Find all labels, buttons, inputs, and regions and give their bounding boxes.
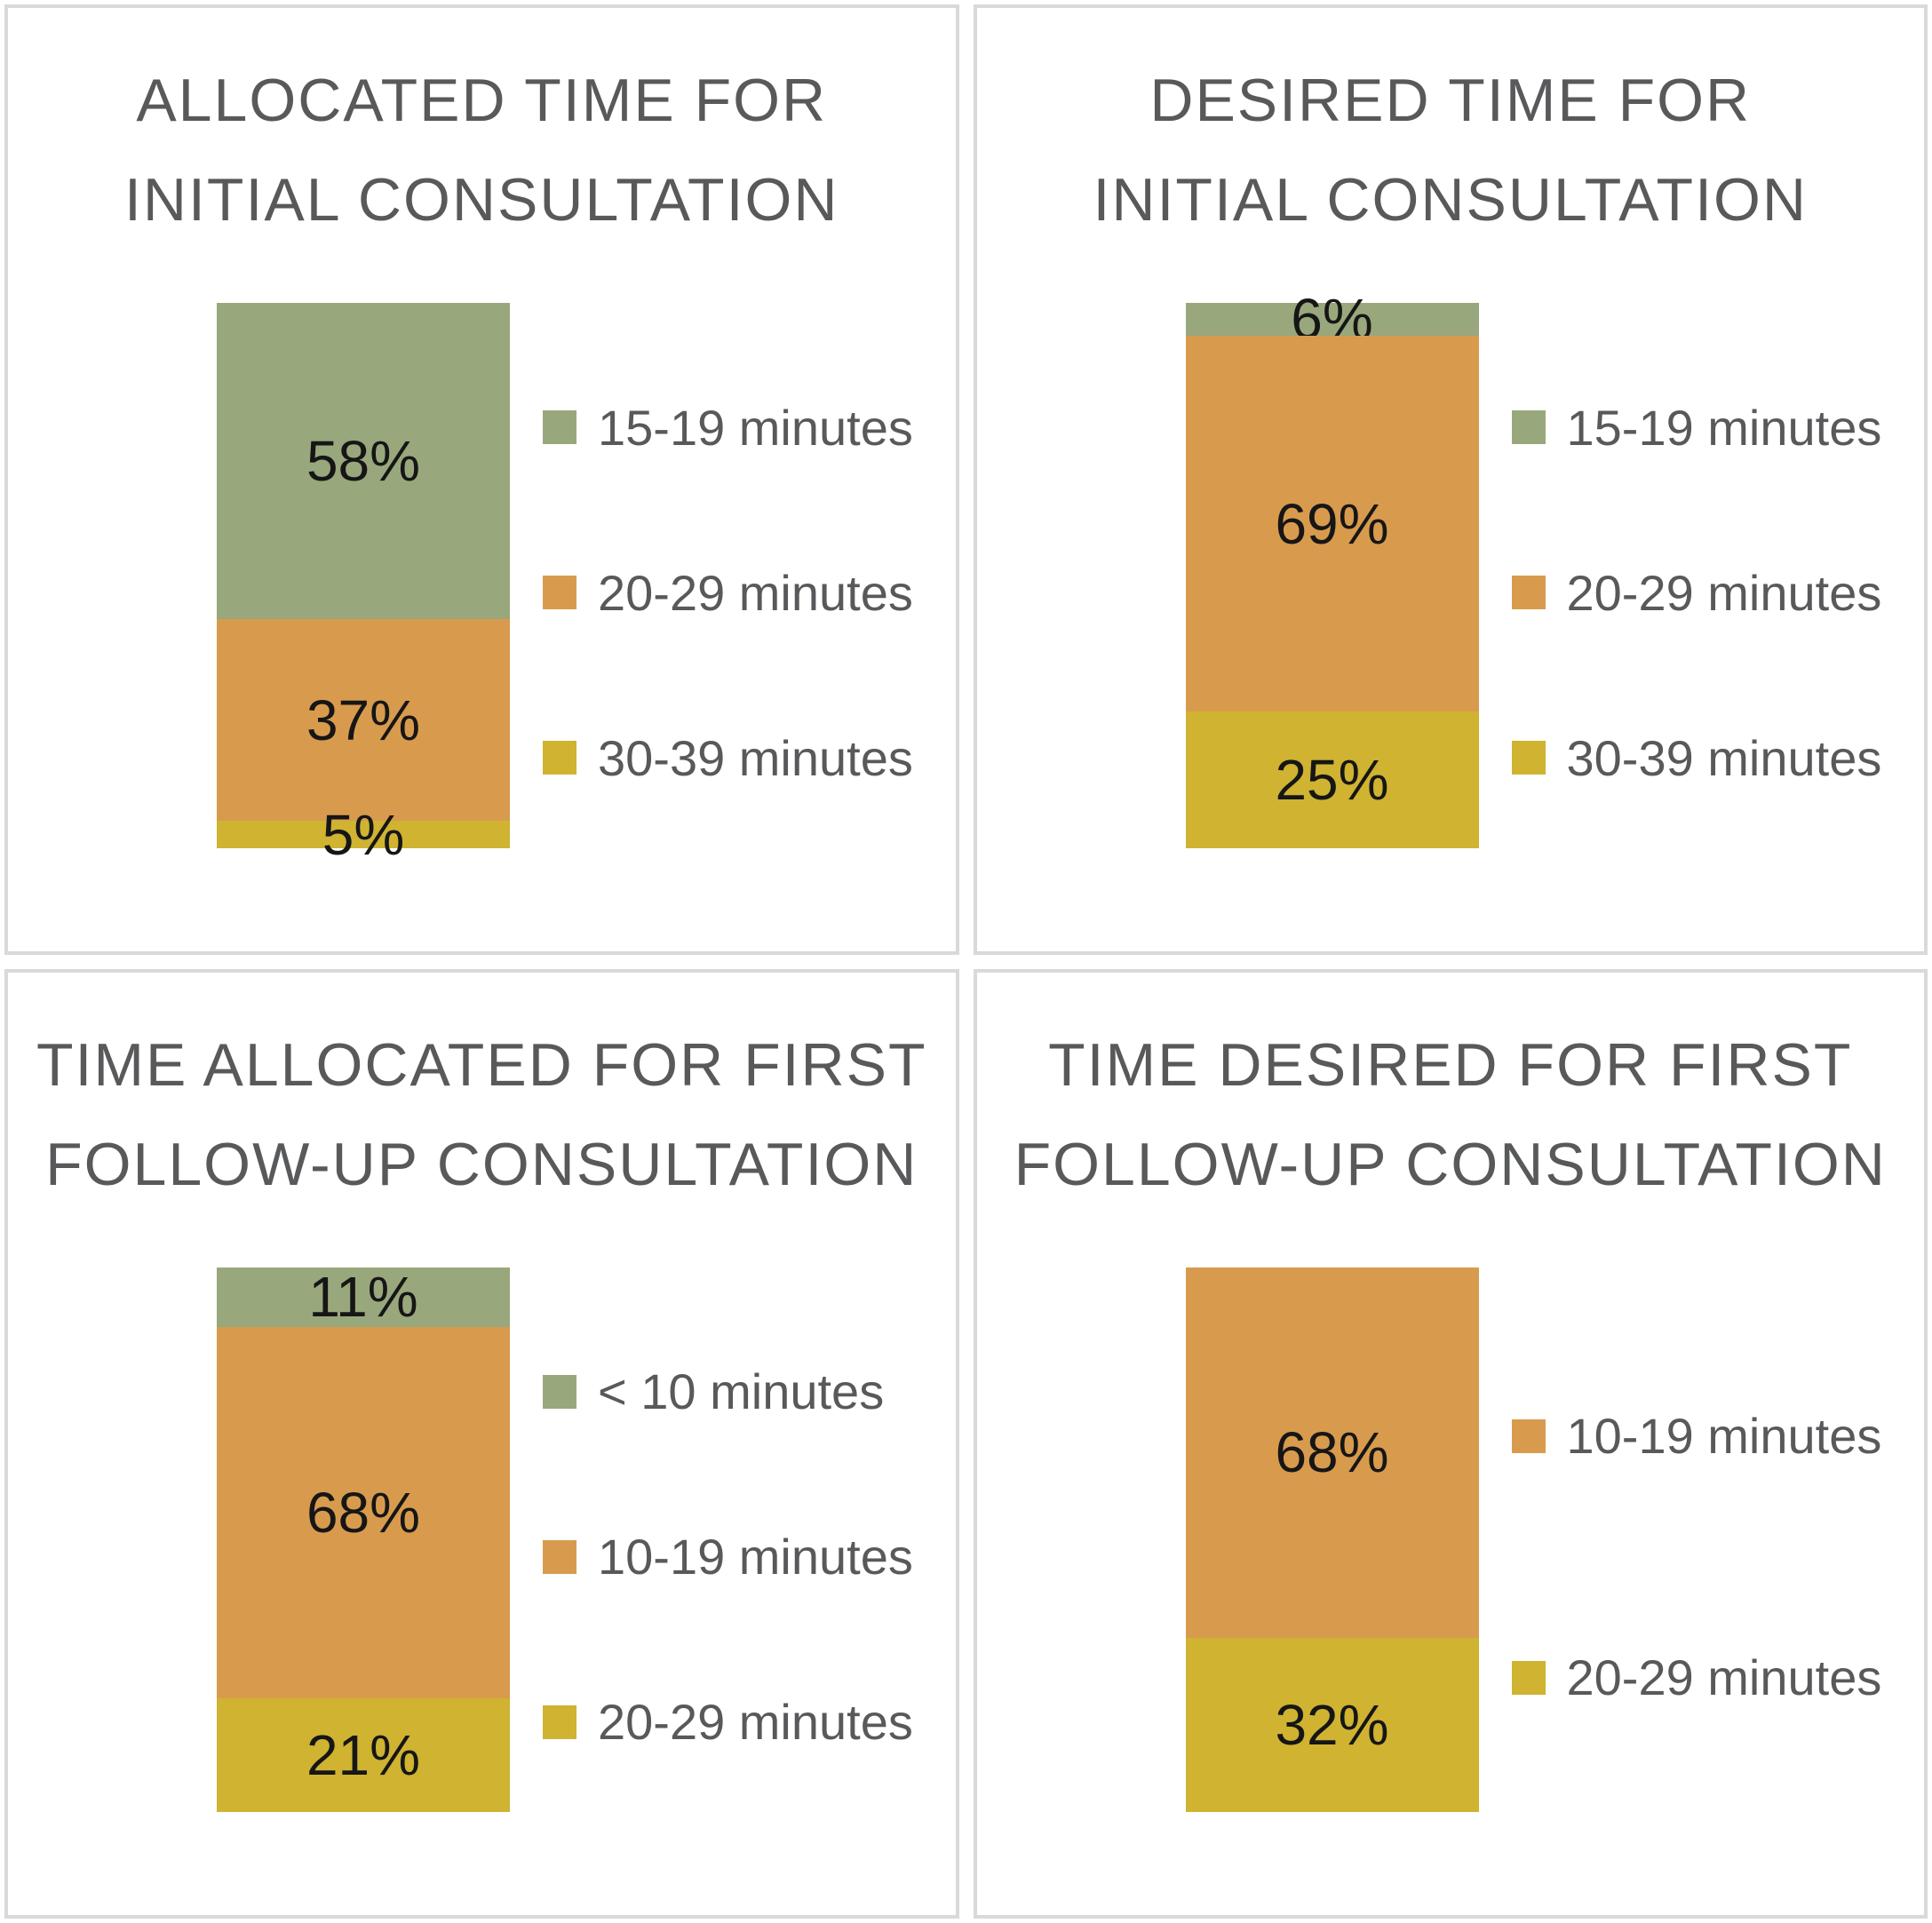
chart-title-line2: INITIAL CONSULTATION bbox=[1093, 166, 1808, 234]
panel-desired-initial: DESIRED TIME FOR INITIAL CONSULTATION 6%… bbox=[973, 4, 1928, 955]
legend-item: < 10 minutes bbox=[543, 1363, 913, 1419]
chart-title: ALLOCATED TIME FOR INITIAL CONSULTATION bbox=[17, 51, 947, 250]
bar-segment-value: 32% bbox=[1275, 1693, 1389, 1758]
chart-title-line2: INITIAL CONSULTATION bbox=[124, 166, 839, 234]
legend-label: < 10 minutes bbox=[598, 1363, 885, 1419]
legend-label: 30-39 minutes bbox=[1566, 729, 1882, 786]
stacked-bar: 58% 37% 5% bbox=[217, 303, 510, 863]
bar-segment-10-minutes: 11% bbox=[217, 1267, 510, 1328]
legend-label: 10-19 minutes bbox=[598, 1529, 913, 1585]
bar-segment-value: 69% bbox=[1275, 491, 1389, 556]
bar-segment-value: 21% bbox=[306, 1723, 421, 1788]
bar-segment-value: 11% bbox=[308, 1265, 418, 1330]
legend-swatch-icon bbox=[1511, 576, 1546, 609]
stacked-bar: 6% 69% 25% bbox=[1185, 290, 1479, 848]
chart-title-line1: TIME ALLOCATED FOR FIRST bbox=[36, 1030, 927, 1099]
panel-desired-followup: TIME DESIRED FOR FIRST FOLLOW-UP CONSULT… bbox=[973, 968, 1928, 1919]
bar-segment-10-19-minutes: 68% bbox=[1185, 1267, 1479, 1639]
panel-allocated-initial: ALLOCATED TIME FOR INITIAL CONSULTATION … bbox=[4, 4, 959, 955]
legend-swatch-icon bbox=[1511, 1660, 1546, 1695]
panel-allocated-followup: TIME ALLOCATED FOR FIRST FOLLOW-UP CONSU… bbox=[4, 968, 959, 1919]
chart-title: TIME DESIRED FOR FIRST FOLLOW-UP CONSULT… bbox=[986, 1015, 1916, 1214]
stacked-bar: 68% 32% bbox=[1185, 1267, 1479, 1813]
legend-item: 20-29 minutes bbox=[1511, 1649, 1881, 1705]
legend-label: 15-19 minutes bbox=[598, 399, 913, 456]
legend-item: 15-19 minutes bbox=[543, 400, 913, 456]
bar-segment-10-19-minutes: 68% bbox=[217, 1327, 510, 1698]
legend: < 10 minutes 10-19 minutes 20-29 minutes bbox=[543, 1363, 913, 1750]
bar-segment-value: 68% bbox=[306, 1480, 421, 1545]
bar-segment-15-19-minutes: 58% bbox=[217, 303, 510, 620]
legend-label: 15-19 minutes bbox=[1566, 399, 1882, 456]
stacked-bar: 11% 68% 21% bbox=[217, 1267, 510, 1813]
bar-segment-20-29-minutes: 21% bbox=[217, 1697, 510, 1813]
legend-label: 10-19 minutes bbox=[1566, 1408, 1882, 1464]
bar-segment-30-39-minutes: 25% bbox=[1185, 711, 1479, 848]
legend-item: 15-19 minutes bbox=[1511, 400, 1881, 456]
bar-segment-value: 25% bbox=[1275, 748, 1389, 813]
legend: 15-19 minutes 20-29 minutes 30-39 minutes bbox=[1511, 400, 1881, 786]
legend-label: 20-29 minutes bbox=[598, 1694, 913, 1750]
legend-swatch-icon bbox=[543, 1704, 576, 1739]
legend-label: 30-39 minutes bbox=[598, 729, 913, 786]
chart-title-line2: FOLLOW-UP CONSULTATION bbox=[1014, 1130, 1887, 1198]
bar-segment-20-29-minutes: 32% bbox=[1185, 1638, 1479, 1813]
bar-segment-20-29-minutes: 37% bbox=[217, 619, 510, 822]
bar-segment-15-19-minutes: 6% bbox=[1185, 290, 1479, 347]
chart-title-line1: DESIRED TIME FOR bbox=[1149, 67, 1752, 134]
bar-segment-30-39-minutes: 5% bbox=[217, 807, 510, 863]
legend-swatch-icon bbox=[543, 576, 576, 609]
legend-swatch-icon bbox=[543, 1374, 576, 1409]
chart-title: TIME ALLOCATED FOR FIRST FOLLOW-UP CONSU… bbox=[17, 1015, 947, 1214]
legend-item: 10-19 minutes bbox=[543, 1529, 913, 1585]
legend-label: 20-29 minutes bbox=[598, 564, 913, 621]
legend-item: 10-19 minutes bbox=[1511, 1408, 1881, 1464]
chart-title-line1: ALLOCATED TIME FOR bbox=[136, 67, 828, 134]
legend-swatch-icon bbox=[543, 410, 576, 444]
legend-item: 20-29 minutes bbox=[543, 565, 913, 621]
legend-label: 20-29 minutes bbox=[1566, 1649, 1882, 1705]
bar-segment-value: 37% bbox=[306, 687, 421, 752]
legend-item: 30-39 minutes bbox=[1511, 730, 1881, 786]
legend: 15-19 minutes 20-29 minutes 30-39 minutes bbox=[543, 400, 913, 786]
legend: 10-19 minutes 20-29 minutes bbox=[1511, 1408, 1881, 1902]
bar-segment-value: 68% bbox=[1275, 1420, 1389, 1485]
legend-swatch-icon bbox=[1511, 1418, 1546, 1453]
chart-title-line1: TIME DESIRED FOR FIRST bbox=[1048, 1030, 1853, 1099]
bar-segment-value: 5% bbox=[322, 802, 405, 867]
chart-title: DESIRED TIME FOR INITIAL CONSULTATION bbox=[986, 51, 1916, 250]
legend-label: 20-29 minutes bbox=[1566, 564, 1882, 621]
legend-swatch-icon bbox=[1511, 741, 1546, 775]
legend-swatch-icon bbox=[543, 1539, 576, 1574]
legend-item: 20-29 minutes bbox=[543, 1694, 913, 1750]
chart-title-line2: FOLLOW-UP CONSULTATION bbox=[45, 1130, 918, 1198]
bar-segment-value: 58% bbox=[306, 429, 421, 494]
bar-segment-20-29-minutes: 69% bbox=[1185, 335, 1479, 712]
legend-item: 20-29 minutes bbox=[1511, 565, 1881, 621]
legend-item: 30-39 minutes bbox=[543, 730, 913, 786]
legend-swatch-icon bbox=[1511, 410, 1546, 444]
legend-swatch-icon bbox=[543, 741, 576, 775]
